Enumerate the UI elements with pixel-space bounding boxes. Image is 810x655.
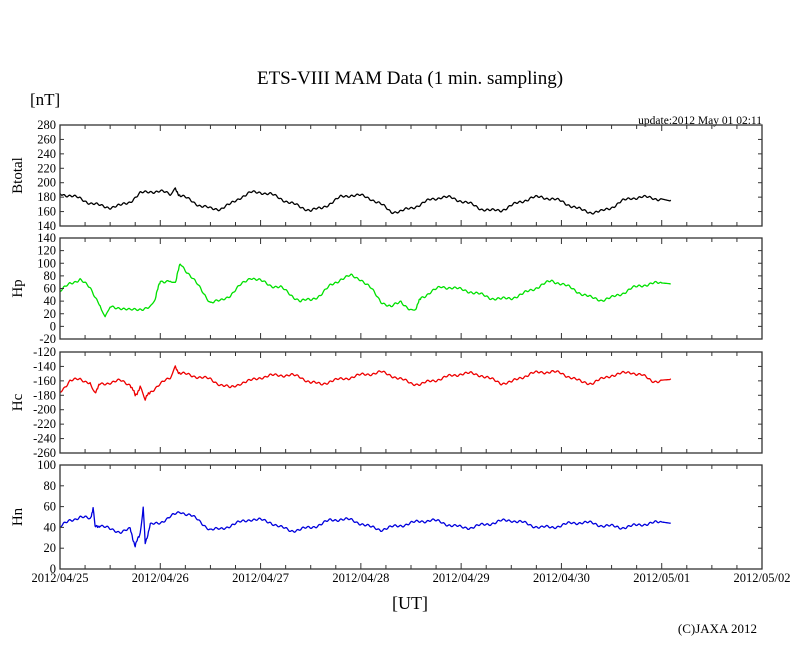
y-tick-label: 120 [37, 244, 56, 258]
unit-label: [nT] [30, 90, 60, 109]
y-tick-label: 180 [37, 190, 56, 204]
x-axis-label: [UT] [392, 593, 428, 613]
panel-hc: -260-240-220-200-180-160-140-120 Hc [10, 345, 763, 460]
panel-hn: 0 20 40 60 80 100 Hn [10, 458, 763, 576]
y-tick-label: 0 [50, 562, 56, 576]
plot-frame [59, 237, 763, 340]
x-tick-label: 2012/04/28 [332, 571, 389, 585]
y-tick-label: 20 [44, 541, 57, 555]
plot-frame [59, 464, 763, 570]
y-tick-label: -240 [33, 432, 56, 446]
x-tick-label: 2012/04/30 [533, 571, 590, 585]
y-tick-label: 100 [37, 458, 56, 472]
y-tick-label: 60 [44, 500, 57, 514]
y-tick-label: 140 [37, 219, 56, 233]
y-tick-label: 80 [44, 269, 57, 283]
y-tick-label: -200 [33, 403, 56, 417]
y-tick-label: 40 [44, 294, 57, 308]
chart-title: ETS-VIII MAM Data (1 min. sampling) [257, 68, 563, 89]
y-tick-label: 40 [44, 520, 57, 534]
y-tick-label: 20 [44, 307, 57, 321]
y-tick-label: 100 [37, 256, 56, 270]
plot-frame [59, 351, 763, 454]
y-tick-label: 260 [37, 132, 56, 146]
plot-frame [59, 124, 763, 227]
y-tick-label: 220 [37, 161, 56, 175]
y-tick-label: -180 [33, 388, 56, 402]
y-tick-label: -140 [33, 359, 56, 373]
y-axis-label: Hp [10, 279, 26, 297]
x-tick-label: 2012/04/29 [433, 571, 490, 585]
series-line-hp [59, 263, 671, 318]
y-tick-label: 80 [44, 479, 57, 493]
y-tick-label: 160 [37, 205, 56, 219]
y-tick-label: 60 [44, 282, 57, 296]
x-tick-label: 2012/05/01 [633, 571, 690, 585]
y-axis-label: Hn [10, 507, 26, 526]
x-tick-label: 2012/04/26 [132, 571, 189, 585]
y-tick-label: -160 [33, 374, 56, 388]
series-line-hn [60, 506, 671, 548]
copyright-text: (C)JAXA 2012 [678, 621, 757, 636]
y-tick-label: -120 [33, 345, 56, 359]
y-tick-label: -220 [33, 417, 56, 431]
update-timestamp: update:2012 May 01 02:11 [638, 115, 762, 127]
y-tick-label: 0 [50, 319, 56, 333]
x-tick-label: 2012/04/25 [32, 571, 89, 585]
y-tick-label: 140 [37, 231, 56, 245]
panels: 140160180200220240260280Btotal-200204060… [10, 118, 790, 585]
series-line-hc [59, 365, 672, 401]
series-line-btotal [59, 187, 672, 215]
y-axis-label: Btotal [10, 157, 26, 194]
x-tick-label: 2012/04/27 [232, 571, 289, 585]
y-tick-label: -20 [39, 332, 56, 346]
y-tick-label: 280 [37, 118, 56, 132]
y-axis-label: Hc [10, 393, 26, 411]
x-tick-label: 2012/05/02 [734, 571, 791, 585]
y-tick-label: 200 [37, 176, 56, 190]
y-tick-label: -260 [33, 446, 56, 460]
y-tick-label: 240 [37, 147, 56, 161]
